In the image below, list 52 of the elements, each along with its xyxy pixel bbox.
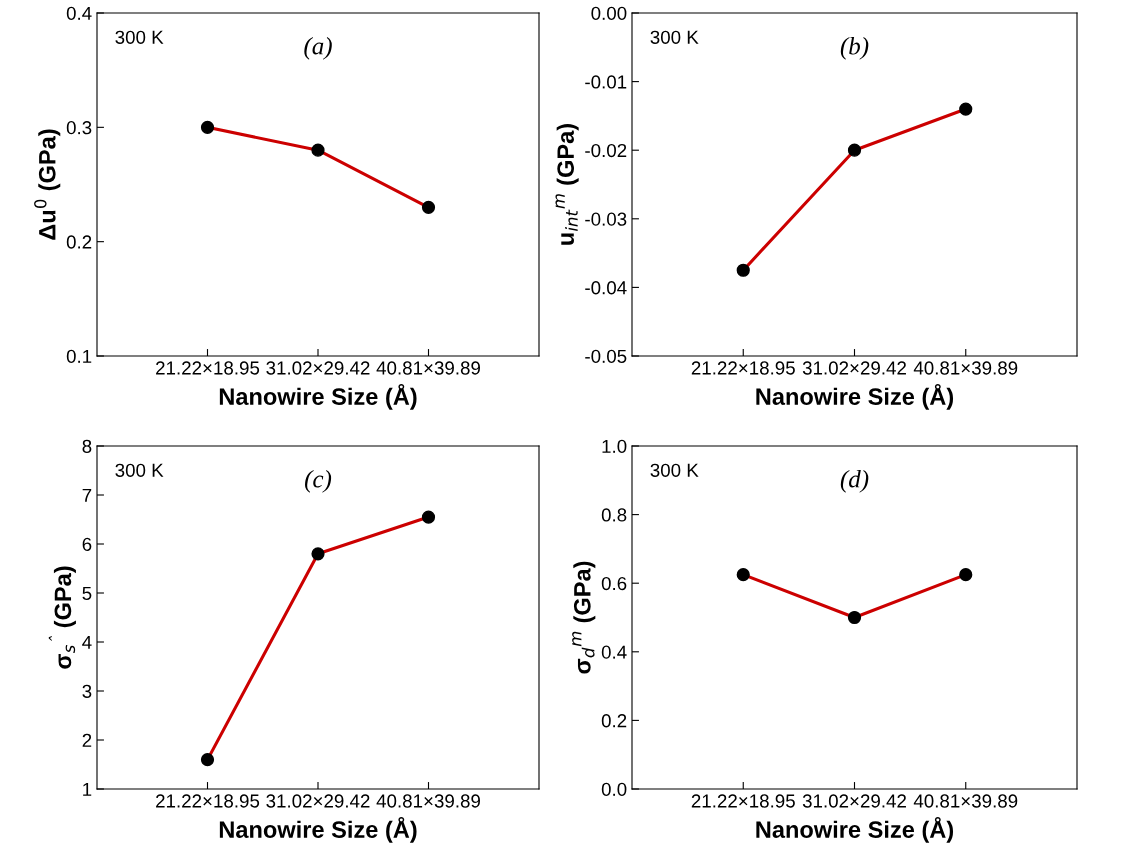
y-tick-label: 0.1 [66,349,92,363]
x-tick-label: 40.81×39.89 [376,794,481,808]
x-axis-title: Nanowire Size (Å) [756,816,954,843]
y-tick-label: 0.6 [601,576,627,591]
y-axis-title: u$_{int}$$^{m}$ (GPa) [555,124,579,245]
x-tick-label: 21.22×18.95 [156,361,260,375]
y-tick-label: -0.01 [585,75,627,89]
y-tick-label: 0.4 [601,645,627,659]
y-tick-label: 0.4 [66,6,92,20]
y-tick-label: 8 [82,439,92,453]
x-tick-label: 21.22×18.95 [691,794,795,808]
y-tick-label: 0.00 [591,6,627,20]
y-tick-label: 7 [82,488,92,502]
y-tick-label: -0.04 [585,281,627,295]
y-tick-label: 2 [82,733,92,747]
x-tick-label: 40.81×39.89 [376,361,481,375]
annotation: 300 K [115,30,164,44]
y-axis-title: σ$_{d}$$^{m}$ (GPa) [572,561,596,674]
annotation: 300 K [650,30,699,44]
x-tick-label: 40.81×39.89 [913,361,1018,375]
x-tick-label: 31.02×29.42 [266,361,370,375]
x-tick-label: 21.22×18.95 [156,794,260,808]
x-tick-label: 31.02×29.42 [266,794,370,808]
y-tick-label: 3 [82,684,92,698]
x-axis-title: Nanowire Size (Å) [219,816,417,843]
x-tick-label: 31.02×29.42 [802,361,906,375]
x-tick-label: 31.02×29.42 [802,794,906,808]
y-tick-label: 4 [82,635,92,649]
y-tick-label: 1.0 [602,439,627,453]
y-tick-label: -0.03 [585,212,627,226]
y-axis-title: σ$_{s}$$^{ˆ}$ (GPa) [48,566,76,669]
annotation: (c) [305,470,332,493]
annotation: 300 K [650,463,699,477]
y-tick-label: 0.8 [601,508,627,522]
y-tick-label: 6 [82,537,92,551]
annotation: 300 K [115,463,164,477]
y-tick-label: -0.02 [585,143,627,158]
x-axis-title: Nanowire Size (Å) [756,383,954,410]
y-tick-label: 5 [82,586,92,600]
x-axis-title: Nanowire Size (Å) [219,383,417,410]
x-tick-label: 40.81×39.89 [913,794,1018,808]
y-tick-label: 0.3 [66,121,92,135]
x-tick-label: 21.22×18.95 [691,361,795,375]
y-tick-label: 0.2 [601,714,627,728]
annotation: (d) [840,470,869,493]
y-axis-title: Δu$^{0}$ (GPa) [34,129,61,240]
annotation: (a) [304,37,332,60]
y-tick-label: 1 [83,782,92,796]
y-tick-label: 0.0 [601,782,627,796]
y-tick-label: -0.05 [585,349,627,363]
y-tick-label: 0.2 [66,235,92,249]
annotation: (b) [840,37,869,60]
